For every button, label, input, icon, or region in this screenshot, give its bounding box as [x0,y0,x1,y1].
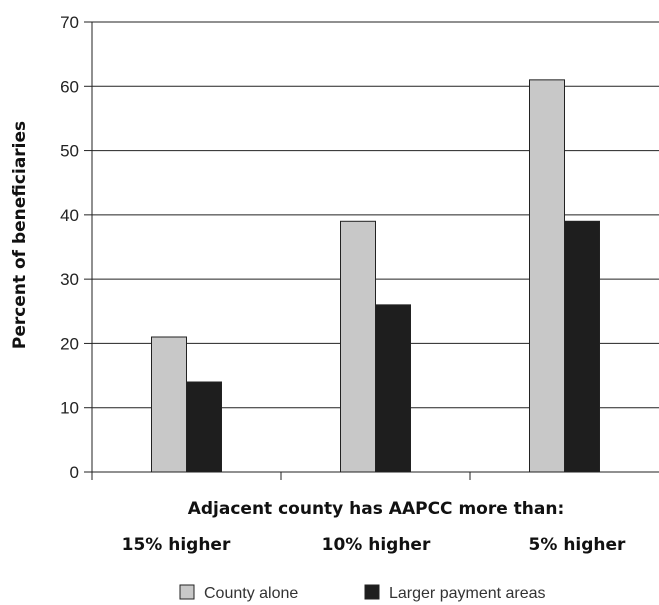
bar-larger-payment-areas [186,381,222,473]
legend-swatch [364,584,380,600]
y-tick-label: 20 [60,334,79,353]
category-label: 10% higher [322,535,431,555]
bar-larger-payment-areas [375,304,411,473]
category-label: 15% higher [122,535,231,555]
bar-county-alone [151,336,187,473]
y-tick-label: 40 [60,206,79,225]
y-tick-label: 70 [60,13,79,32]
y-tick-labels: 0 10 20 30 40 50 60 70 [60,13,79,482]
y-tick-label: 30 [60,270,79,289]
legend: County alone Larger payment areas [179,584,546,602]
y-axis-label: Percent of beneficiaries [10,121,30,349]
bars [151,79,600,473]
x-axis-label: Adjacent county has AAPCC more than: [188,499,565,519]
bar-larger-payment-areas [564,220,600,473]
axes [84,21,659,480]
y-tick-label: 60 [60,77,79,96]
y-tick-label: 10 [60,399,79,418]
y-tick-label: 0 [70,463,79,482]
category-labels: 15% higher 10% higher 5% higher [122,535,626,555]
legend-swatch [179,584,195,600]
category-label: 5% higher [529,535,627,555]
y-tick-label: 50 [60,142,79,161]
bar-county-alone [529,79,565,473]
bar-county-alone [340,220,376,473]
legend-label: Larger payment areas [389,585,546,602]
legend-label: County alone [204,585,298,602]
